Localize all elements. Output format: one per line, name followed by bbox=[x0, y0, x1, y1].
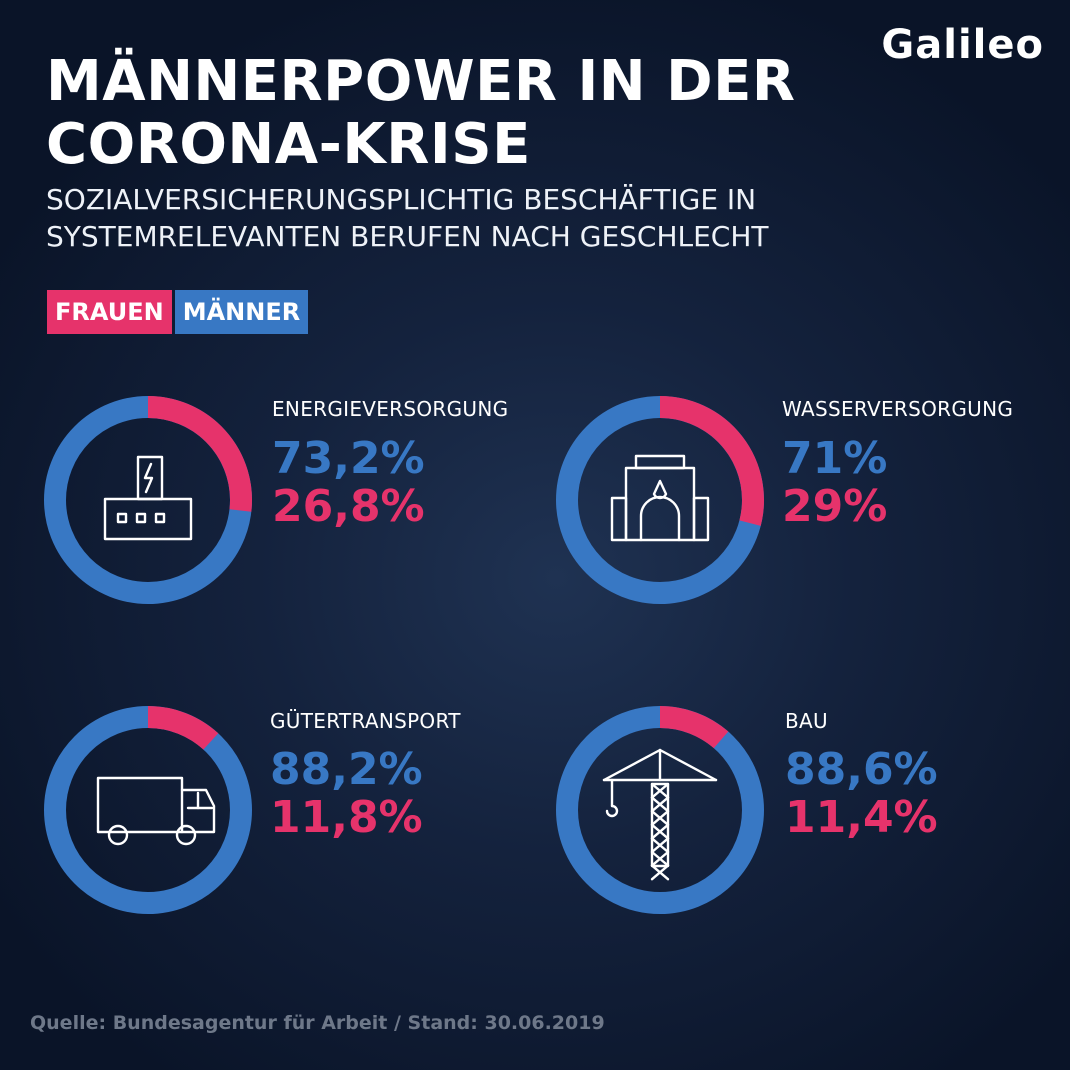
source-note: Quelle: Bundesagentur für Arbeit / Stand… bbox=[30, 1012, 605, 1034]
power-plant-icon bbox=[103, 455, 193, 541]
title-line-1: MÄNNERPOWER IN DER bbox=[46, 49, 796, 114]
category-label: BAU bbox=[785, 709, 828, 733]
legend: FRAUEN MÄNNER bbox=[47, 290, 309, 334]
category-label: GÜTERTRANSPORT bbox=[270, 709, 461, 733]
subtitle-line-2: SYSTEMRELEVANTEN BERUFEN NACH GESCHLECHT bbox=[46, 220, 769, 253]
subtitle-line-1: SOZIALVERSICHERUNGSPLICHTIG BESCHÄFTIGE … bbox=[46, 183, 757, 216]
donut-women-segment bbox=[147, 706, 219, 750]
waterworks-icon bbox=[610, 454, 710, 542]
legend-women: FRAUEN bbox=[47, 290, 172, 334]
men-percentage: 88,6% bbox=[785, 744, 938, 795]
women-percentage: 29% bbox=[782, 481, 888, 532]
category-label: WASSERVERSORGUNG bbox=[782, 397, 1014, 421]
title-line-2: CORONA-KRISE bbox=[46, 112, 531, 177]
men-percentage: 71% bbox=[782, 433, 888, 484]
women-percentage: 11,8% bbox=[270, 792, 423, 843]
page-title: MÄNNERPOWER IN DER CORONA-KRISE bbox=[46, 50, 796, 176]
crane-icon bbox=[602, 748, 718, 881]
galileo-logo: Galileo bbox=[881, 22, 1044, 68]
men-percentage: 73,2% bbox=[272, 433, 425, 484]
women-percentage: 26,8% bbox=[272, 481, 425, 532]
donut-women-segment bbox=[147, 396, 252, 512]
women-percentage: 11,4% bbox=[785, 792, 938, 843]
category-label: ENERGIEVERSORGUNG bbox=[272, 397, 509, 421]
men-percentage: 88,2% bbox=[270, 744, 423, 795]
donut-women-segment bbox=[659, 706, 729, 749]
legend-men: MÄNNER bbox=[174, 290, 309, 334]
page-subtitle: SOZIALVERSICHERUNGSPLICHTIG BESCHÄFTIGE … bbox=[46, 181, 1046, 255]
donut-women-segment bbox=[659, 396, 764, 526]
truck-icon bbox=[96, 776, 216, 846]
donut-men-segment bbox=[556, 706, 764, 914]
